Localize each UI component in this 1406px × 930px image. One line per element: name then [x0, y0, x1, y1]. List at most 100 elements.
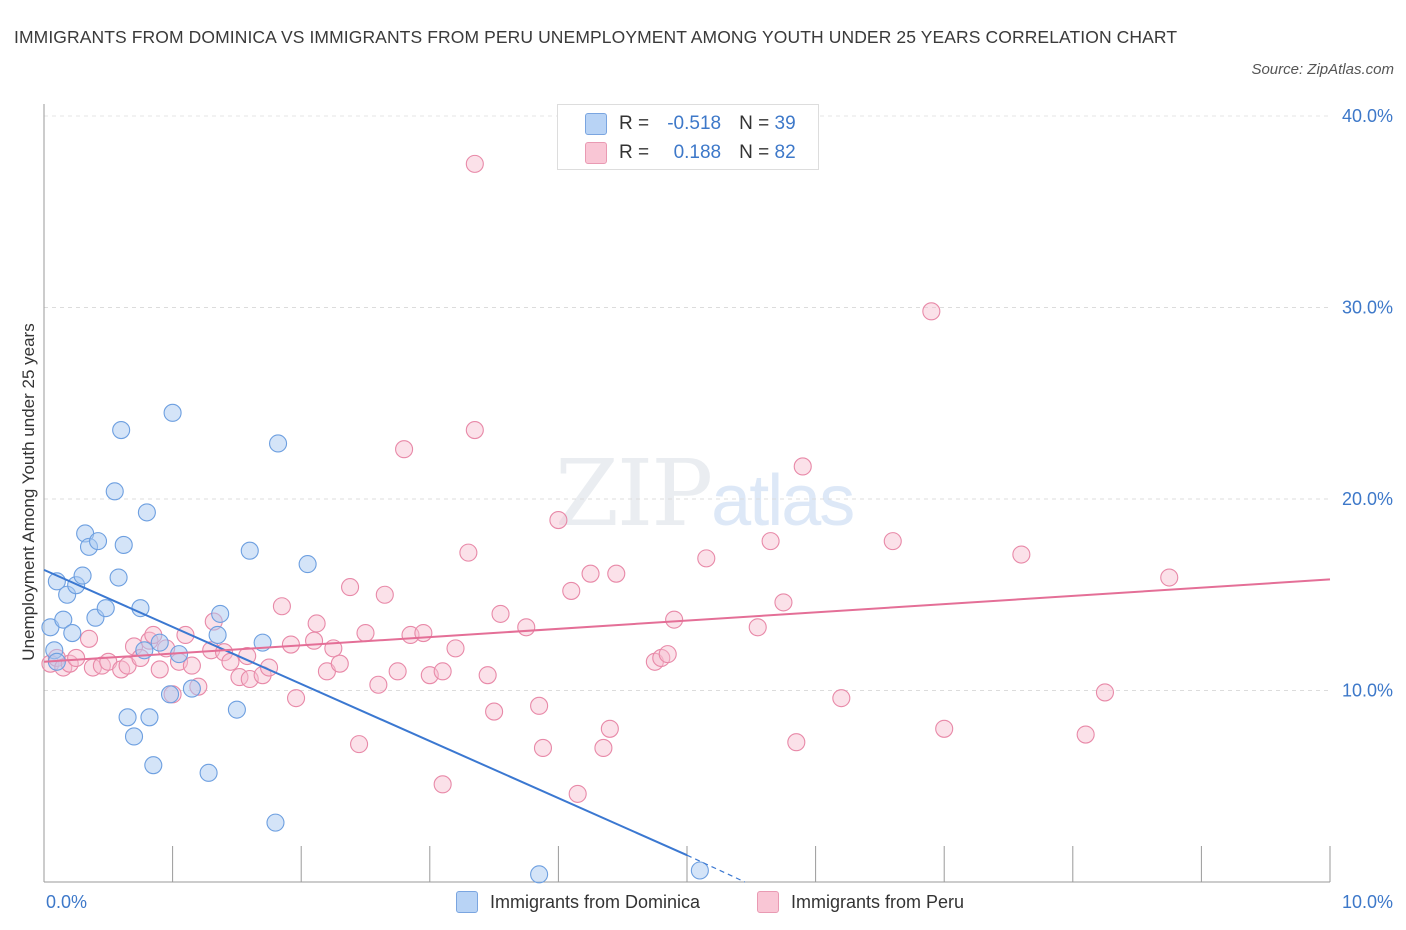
data-point-dominica	[199, 763, 218, 782]
data-point-dominica	[137, 503, 156, 522]
legend-r-value: 0.188	[673, 142, 722, 163]
data-point-peru	[395, 440, 414, 459]
data-point-dominica	[109, 568, 128, 587]
trend-lines	[43, 568, 1331, 883]
data-point-peru	[658, 645, 677, 664]
data-point-dominica	[182, 679, 201, 698]
legend-n-label: N =	[739, 142, 770, 163]
y-tick-label: 20.0%	[1342, 489, 1393, 509]
data-point-dominica	[144, 756, 163, 775]
data-point-peru	[922, 302, 941, 321]
data-point-dominica	[150, 633, 169, 652]
legend-row-peru: R = 0.188 N = 82	[558, 138, 814, 168]
data-point-peru	[465, 421, 484, 440]
watermark-atlas: atlas	[711, 461, 855, 541]
bottom-legend-dominica: Immigrants from Dominica	[456, 888, 700, 916]
data-point-peru	[533, 738, 553, 758]
source-label: Source: ZipAtlas.com	[1251, 61, 1394, 78]
data-point-dominica	[266, 813, 285, 832]
series-dominica-points	[41, 403, 709, 884]
legend-swatch-dominica	[585, 113, 607, 135]
data-point-dominica	[124, 727, 144, 746]
data-point-peru	[665, 610, 684, 629]
data-point-peru	[433, 775, 452, 794]
axes	[43, 104, 1331, 883]
x-tick-label: 10.0%	[1342, 892, 1393, 912]
data-point-dominica	[227, 700, 246, 719]
data-point-dominica	[240, 541, 259, 560]
data-point-dominica	[96, 599, 115, 618]
data-point-dominica	[211, 604, 230, 623]
x-tick-label: 0.0%	[46, 892, 87, 912]
data-point-peru	[935, 719, 954, 738]
data-point-dominica	[54, 610, 73, 629]
legend-r-label: R =	[619, 142, 650, 163]
data-point-dominica	[530, 865, 549, 884]
data-point-dominica	[140, 708, 159, 727]
data-point-peru	[1160, 568, 1179, 587]
data-point-peru	[832, 689, 851, 708]
stats-legend: R = -0.518 N = 39 R = 0.188 N = 82	[557, 104, 819, 170]
data-point-peru	[350, 735, 369, 754]
data-point-dominica	[88, 532, 108, 551]
data-point-dominica	[63, 623, 82, 643]
data-point-peru	[478, 666, 497, 685]
data-point-peru	[433, 662, 452, 681]
data-point-peru	[305, 631, 324, 650]
series-peru-points	[41, 154, 1179, 803]
data-point-peru	[356, 623, 375, 643]
legend-n-value: 39	[774, 113, 796, 134]
data-point-peru	[341, 578, 360, 597]
data-point-peru	[549, 511, 568, 530]
tick-labels: 10.0% 20.0% 30.0% 40.0% 0.0% 10.0%	[46, 106, 1393, 912]
y-tick-label: 30.0%	[1342, 298, 1393, 318]
bottom-legend-label-dominica: Immigrants from Dominica	[490, 891, 701, 912]
data-point-peru	[287, 689, 306, 708]
data-point-dominica	[690, 861, 709, 880]
legend-n-label: N =	[739, 113, 770, 134]
grid-lines	[44, 115, 1330, 691]
data-point-peru	[307, 614, 326, 633]
legend-swatch-peru	[585, 142, 607, 164]
data-point-peru	[530, 696, 549, 715]
data-point-peru	[272, 597, 291, 616]
data-point-peru	[150, 660, 169, 679]
data-point-dominica	[269, 434, 288, 453]
data-point-peru	[748, 618, 767, 637]
data-point-peru	[369, 675, 388, 694]
data-point-peru	[330, 654, 349, 673]
data-point-peru	[774, 593, 793, 612]
data-point-peru	[1076, 725, 1095, 744]
data-point-dominica	[73, 566, 92, 585]
bottom-legend-peru: Immigrants from Peru	[757, 888, 964, 916]
data-point-peru	[485, 702, 504, 721]
legend-r-value: -0.518	[667, 113, 722, 134]
legend-row-dominica: R = -0.518 N = 39	[558, 109, 814, 139]
data-point-peru	[388, 662, 407, 681]
bottom-legend-label-peru: Immigrants from Peru	[791, 891, 965, 912]
data-point-peru	[568, 784, 587, 803]
data-point-peru	[414, 623, 433, 643]
data-point-dominica	[208, 625, 227, 645]
chart-title: IMMIGRANTS FROM DOMINICA VS IMMIGRANTS F…	[14, 27, 1178, 47]
data-point-peru	[600, 719, 619, 738]
trend-line-dominica-extension	[686, 854, 746, 883]
data-point-peru	[79, 629, 99, 648]
data-point-dominica	[112, 421, 131, 440]
data-point-peru	[607, 564, 626, 583]
data-point-peru	[491, 604, 510, 623]
data-point-dominica	[163, 403, 182, 422]
data-point-peru	[446, 639, 465, 658]
data-point-peru	[793, 457, 812, 476]
data-point-peru	[761, 532, 780, 551]
data-point-peru	[182, 656, 201, 675]
data-point-peru	[281, 635, 300, 654]
legend-r-label: R =	[619, 113, 650, 134]
bottom-legend-swatch-peru	[757, 891, 779, 913]
data-point-peru	[465, 154, 484, 173]
y-tick-label: 10.0%	[1342, 681, 1393, 701]
bottom-legend-swatch-dominica	[456, 891, 478, 913]
data-point-dominica	[298, 555, 317, 574]
data-point-peru	[1012, 545, 1031, 564]
